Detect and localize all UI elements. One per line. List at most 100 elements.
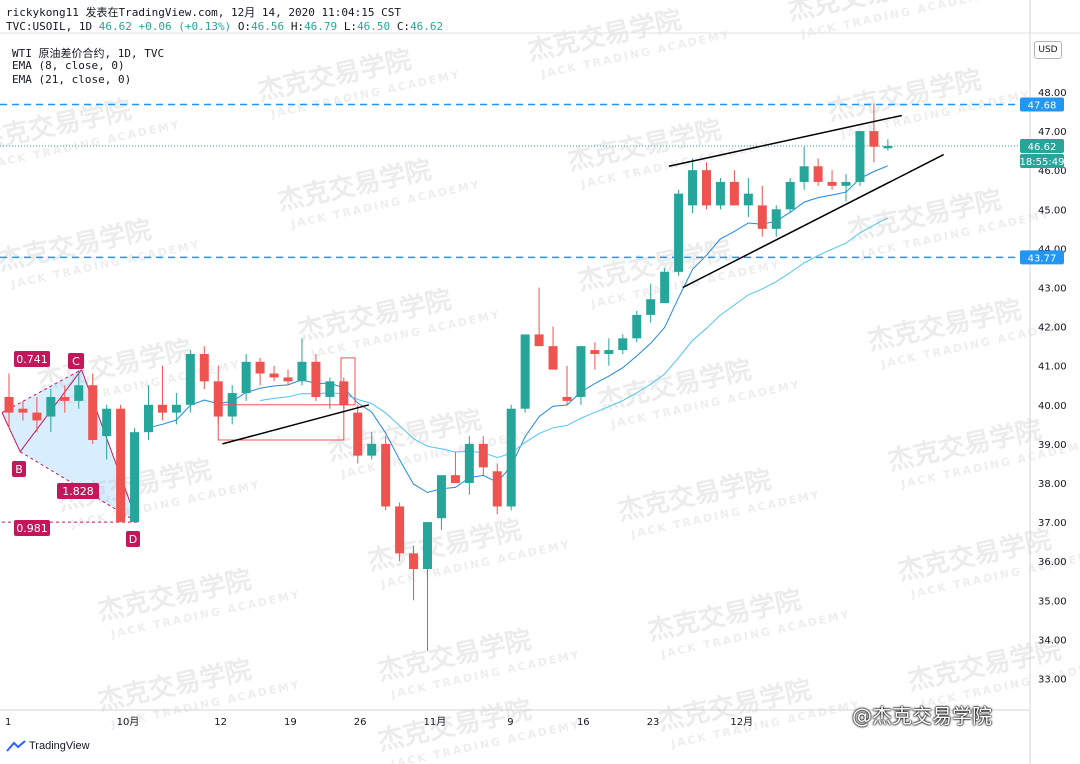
y-axis[interactable]: 48.00 47.00 46.00 45.00 44.00 43.00 42.00 41.00… [1038, 88, 1067, 686]
candle-body [325, 381, 335, 397]
candle [534, 287, 544, 347]
candle [157, 365, 167, 421]
indicator-ema21[interactable]: EMA (21, close, 0) [12, 73, 132, 86]
candle-body [88, 385, 98, 440]
x-tick-label: 12 [214, 717, 227, 728]
candle [436, 475, 446, 530]
y-tick-label: 33.00 [1038, 675, 1067, 686]
candle-body [157, 404, 167, 413]
x-axis[interactable]: 1 10月 12 19 26 11月 9 16 23 12月 [5, 716, 753, 728]
open-label: O: [237, 20, 252, 33]
candle-body [646, 299, 656, 315]
candle [771, 205, 781, 237]
candle [785, 178, 795, 214]
indicator-ema8[interactable]: EMA (8, close, 0) [12, 59, 125, 72]
tag-last-price-bg [1020, 138, 1064, 153]
candle-body [255, 361, 265, 374]
candle-body [409, 553, 419, 570]
y-tick-label: 39.00 [1038, 440, 1067, 451]
candle-body [144, 404, 153, 433]
candle-body [423, 522, 432, 570]
candle-body [604, 350, 614, 354]
tradingview-logo-text: TradingView [29, 740, 90, 752]
candle [478, 436, 488, 476]
candle-body [869, 131, 879, 147]
currency-button[interactable]: USD [1034, 41, 1062, 59]
candle-body [464, 443, 474, 483]
tag-lower-level-bg [1020, 250, 1064, 265]
tradingview-logo[interactable]: TradingView [6, 740, 90, 752]
range-box [217, 404, 345, 441]
candle [841, 174, 851, 202]
candle [869, 103, 879, 163]
candle [297, 338, 307, 386]
candle [492, 463, 502, 515]
pattern-leg [1, 412, 21, 452]
candle-body [311, 361, 321, 397]
x-tick-label: 10月 [117, 716, 140, 728]
pattern-point-c-bg [68, 353, 84, 369]
tag-upper-level-bg [1020, 97, 1064, 112]
candle-body [171, 404, 181, 413]
candle-body [562, 396, 572, 401]
candle [4, 373, 14, 429]
candle-body [130, 432, 140, 523]
candle-body [520, 334, 530, 409]
candle [185, 350, 195, 413]
candle-body [674, 193, 684, 272]
candle [520, 334, 530, 413]
candle [715, 178, 725, 210]
pattern-ratio-0741: 0.741 [14, 351, 50, 367]
indicator-instrument[interactable]: WTI 原油差价合约, 1D, TVC [12, 47, 165, 60]
candle [88, 373, 98, 444]
weibo-watermark: @杰克交易学院 [852, 704, 992, 728]
y-tick-label: 35.00 [1038, 596, 1067, 607]
candle [423, 522, 432, 652]
candle [855, 131, 865, 186]
candle [395, 502, 405, 562]
low-label: L: [343, 20, 358, 33]
y-tick-label: 42.00 [1038, 323, 1067, 334]
candle [171, 393, 181, 425]
candle-body [269, 373, 279, 378]
candle [702, 162, 711, 210]
candle-body [688, 170, 698, 206]
tag-last-price: 46.62 [1020, 138, 1064, 153]
candle [883, 139, 893, 151]
y-tick-label: 41.00 [1038, 362, 1067, 373]
candle-body [492, 471, 502, 507]
pattern-point-b-text: B [15, 463, 23, 476]
trendlines-layer [217, 114, 944, 445]
candle-body [590, 350, 600, 354]
candle-body [367, 443, 377, 456]
candle-body [799, 166, 809, 182]
candle-body [743, 193, 753, 206]
candle-body [660, 271, 670, 304]
candle [32, 396, 42, 433]
y-tick-label: 40.00 [1038, 401, 1067, 412]
pattern-ratio-1828: 1.828 [57, 483, 99, 499]
candle [102, 404, 112, 460]
pattern-ratio-0981: 0.981 [14, 520, 50, 536]
candle [255, 357, 265, 386]
candle-body [339, 381, 349, 405]
tag-countdown: 18:55:49 [1020, 153, 1064, 168]
candle [116, 404, 126, 523]
y-tick-label: 38.00 [1038, 479, 1067, 490]
candle [241, 353, 251, 401]
candle [339, 377, 349, 409]
candle-body [102, 408, 112, 437]
candle [353, 404, 363, 464]
candle [632, 310, 642, 343]
candle [409, 545, 419, 601]
candle-body [883, 145, 893, 149]
candle-body [841, 181, 851, 186]
candle-body [548, 346, 558, 370]
candle [74, 369, 84, 409]
candle-body [729, 181, 739, 206]
pattern-ratio-1828-bg [57, 483, 99, 499]
candle [688, 158, 698, 214]
y-tick-label: 43.00 [1038, 284, 1067, 295]
tradingview-icon [6, 740, 26, 752]
